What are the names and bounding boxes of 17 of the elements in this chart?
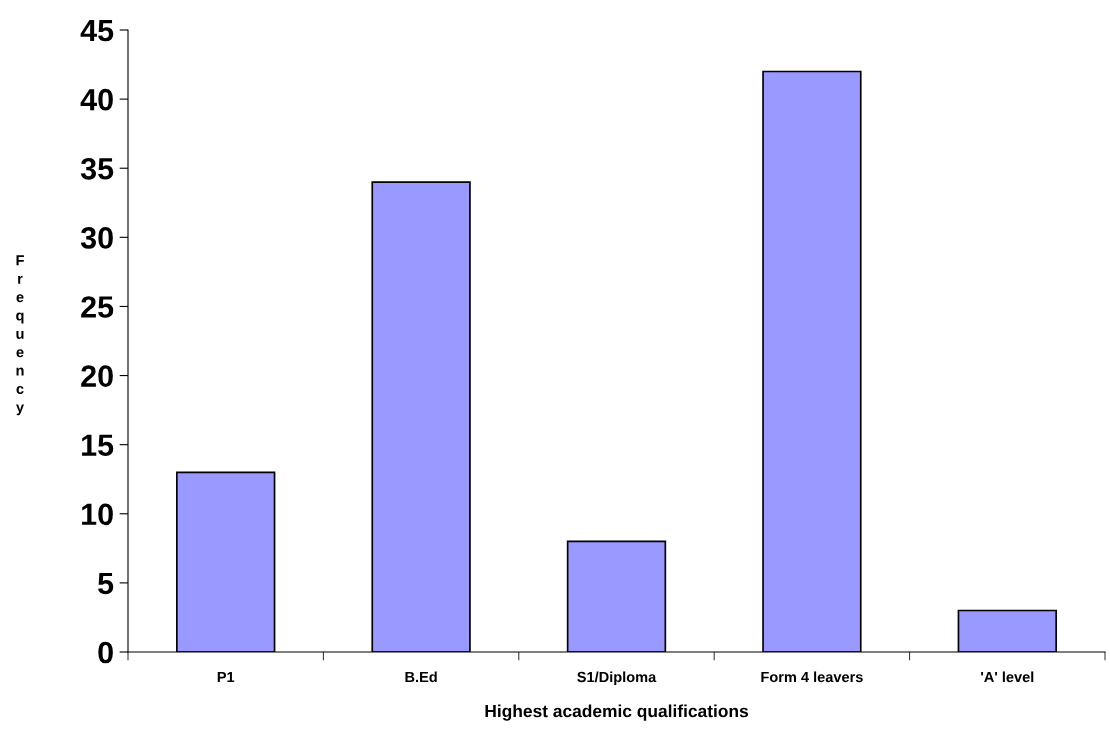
y-tick-label: 25 xyxy=(81,296,114,318)
x-tick-label: 'A' level xyxy=(981,671,1034,683)
x-tick-label: B.Ed xyxy=(405,671,437,683)
x-tick-label: Form 4 leavers xyxy=(761,671,863,683)
text: Frequency xyxy=(16,255,24,416)
x-axis-title: Highest academic qualifications xyxy=(485,704,748,721)
y-tick-label: 20 xyxy=(81,365,113,387)
y-tick-label: 15 xyxy=(82,434,114,457)
y-tick-label: 45 xyxy=(80,20,114,42)
y-tick-label: 0 xyxy=(98,641,113,664)
y-tick-label: 10 xyxy=(82,503,113,526)
y-tick-label: 40 xyxy=(80,88,113,111)
x-tick-label: S1/Diploma xyxy=(577,671,657,686)
x-tick-label: P1 xyxy=(217,671,235,683)
y-tick-label: 30 xyxy=(80,227,113,249)
y-tick-label: 5 xyxy=(98,572,114,595)
y-tick-label: 35 xyxy=(80,157,114,180)
